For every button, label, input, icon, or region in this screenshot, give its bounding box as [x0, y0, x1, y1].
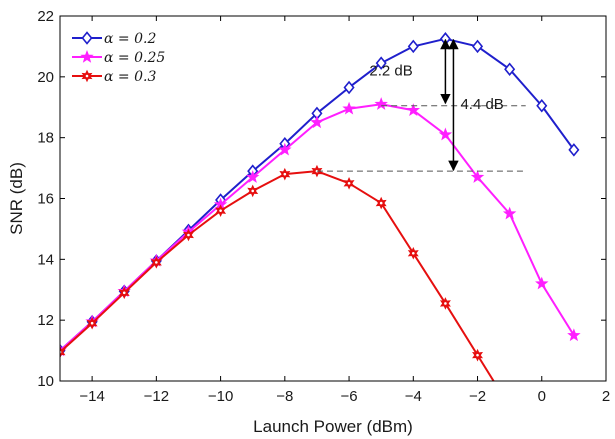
- data-point-center: [476, 353, 479, 357]
- data-point: [504, 62, 516, 76]
- data-point: [60, 345, 66, 359]
- series-2: [60, 97, 581, 357]
- legend-label: α = 0.25: [104, 50, 165, 66]
- data-point-center: [347, 181, 351, 185]
- x-tick-label: −12: [144, 388, 169, 405]
- data-point: [342, 101, 356, 115]
- series-line: [60, 37, 575, 352]
- data-point: [375, 56, 387, 70]
- data-point: [310, 115, 324, 129]
- data-point-center: [379, 201, 383, 205]
- data-point: [470, 170, 485, 183]
- data-point-center: [444, 302, 447, 305]
- x-tick-label: 2: [602, 388, 610, 405]
- series-line: [60, 170, 495, 381]
- legend: α = 0.2 α = 0.25 α = 0.3: [72, 31, 165, 85]
- data-point: [568, 143, 580, 157]
- legend-marker: [80, 49, 94, 63]
- x-tick-label: −6: [341, 388, 358, 405]
- legend-label: α = 0.2: [104, 31, 156, 47]
- annotation-label: 4.4 dB: [460, 96, 503, 113]
- data-point-center: [155, 261, 158, 264]
- x-tick-label: −10: [208, 388, 233, 405]
- y-tick-label: 16: [37, 191, 54, 208]
- data-point: [343, 80, 355, 95]
- data-point-center: [283, 172, 287, 176]
- data-point-center: [411, 251, 415, 255]
- x-tick-label: −4: [405, 388, 422, 405]
- legend-label: α = 0.3: [104, 69, 156, 85]
- y-tick-label: 14: [37, 251, 54, 268]
- data-point-center: [90, 321, 94, 325]
- data-point: [406, 103, 421, 117]
- y-tick-label: 20: [37, 69, 54, 86]
- y-axis-label: SNR (dB): [7, 162, 26, 235]
- x-tick-label: −2: [469, 388, 486, 405]
- data-point: [502, 206, 517, 220]
- axes: −14 −12 −10 −8 −6 −4 −2 0 2 10 12 14 16 18 20 22: [37, 8, 610, 405]
- annotations: 2.2 dB 4.4 dB: [369, 38, 504, 172]
- y-tick-label: 22: [37, 8, 54, 25]
- series-3: [60, 164, 495, 381]
- legend-marker-center: [85, 74, 89, 78]
- data-point-center: [122, 291, 126, 295]
- x-axis-label: Launch Power (dBm): [253, 417, 413, 436]
- data-point-center: [251, 189, 255, 193]
- data-point: [567, 328, 581, 342]
- data-point: [536, 98, 548, 113]
- y-tick-label: 18: [37, 130, 54, 147]
- data-point: [471, 39, 484, 54]
- data-point: [407, 39, 419, 54]
- data-point: [438, 127, 453, 141]
- series-layer: [60, 32, 581, 381]
- data-point-center: [219, 209, 222, 212]
- data-point-center: [187, 233, 190, 237]
- x-tick-label: 0: [538, 388, 546, 405]
- legend-item: α = 0.3: [72, 69, 156, 85]
- legend-marker: [81, 31, 93, 45]
- annotation-label: 2.2 dB: [369, 63, 412, 80]
- series-line: [60, 103, 575, 352]
- data-point: [278, 142, 292, 156]
- data-point: [245, 170, 260, 183]
- x-tick-label: −14: [79, 388, 104, 405]
- data-point: [374, 97, 388, 110]
- legend-item: α = 0.2: [72, 31, 156, 47]
- x-tick-label: −8: [276, 388, 293, 405]
- y-tick-label: 12: [37, 312, 54, 329]
- y-tick-label: 10: [37, 373, 54, 390]
- legend-item: α = 0.25: [72, 49, 165, 66]
- data-point: [535, 276, 549, 290]
